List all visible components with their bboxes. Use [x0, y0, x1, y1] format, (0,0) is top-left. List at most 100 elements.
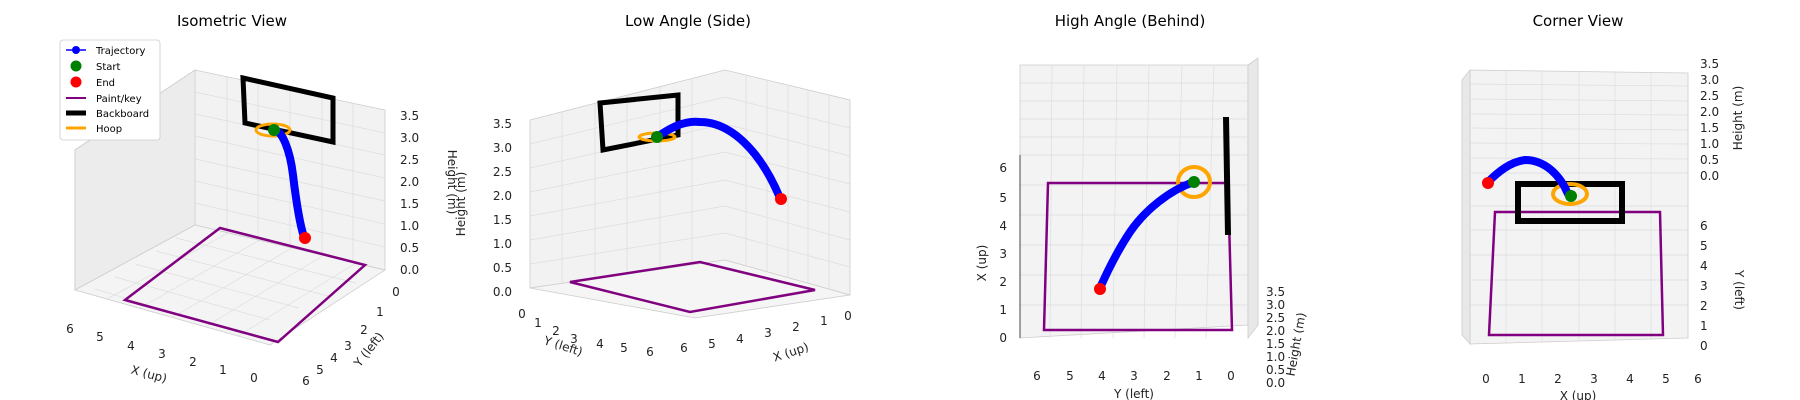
tick-label: 4 — [1098, 369, 1106, 383]
tick-label: 4 — [1700, 259, 1708, 273]
tick-label: 2.0 — [1700, 105, 1719, 119]
start-point — [651, 131, 663, 143]
tick-label: 0.0 — [400, 263, 419, 277]
tick-label: 4 — [330, 351, 338, 365]
tick-label: 2 — [360, 323, 368, 337]
tick-label: 1.0 — [493, 237, 512, 251]
tick-label: 1 — [820, 314, 828, 328]
grid-line — [1205, 64, 1215, 339]
tick-label: 0 — [1227, 369, 1235, 383]
legend-label: End — [96, 78, 115, 89]
tick-label: 6 — [680, 341, 688, 355]
legend: Trajectory Start End Paint/key Backboard… — [59, 39, 161, 141]
tick-label: 3.0 — [493, 141, 512, 155]
x-ticks: 0 1 2 3 4 5 6 — [1482, 372, 1702, 386]
tick-label: 0 — [518, 307, 526, 321]
tick-label: 3.5 — [493, 117, 512, 131]
tick-label: 3 — [570, 332, 578, 346]
z-ticks: 3.5 3.0 2.5 2.0 1.5 1.0 0.5 0.0 — [493, 117, 512, 299]
grid-line — [529, 179, 726, 217]
panel-low-angle: Low Angle (Side) — [454, 12, 852, 365]
backboard — [240, 74, 336, 146]
x-ticks: 0 1 2 3 4 5 6 — [999, 161, 1007, 345]
start-point — [268, 124, 280, 136]
tick-label: 3 — [1590, 372, 1598, 386]
side-pane — [1461, 68, 1471, 346]
tick-label: 3.0 — [1700, 73, 1719, 87]
tick-label: 5 — [1662, 372, 1670, 386]
z-ticks: 3.5 3.0 2.5 2.0 1.5 1.0 0.5 0.0 — [400, 109, 419, 277]
grid-line — [529, 96, 726, 145]
tick-label: 3 — [344, 339, 352, 353]
grid-line — [237, 262, 357, 337]
grid-line — [106, 232, 229, 300]
grid-line — [175, 237, 357, 284]
z-ticks: 3.5 3.0 2.5 2.0 1.5 1.0 0.5 0.0 — [1700, 57, 1719, 183]
tick-label: 1.5 — [1700, 121, 1719, 135]
tick-label: 1.0 — [1700, 137, 1719, 151]
z-axis-label: Height (m) — [1284, 311, 1309, 377]
tick-label: 6 — [1700, 219, 1708, 233]
legend-start-marker — [70, 60, 82, 72]
tick-label: 0 — [392, 285, 400, 299]
grid-line — [1112, 64, 1118, 339]
tick-label: 0.0 — [1266, 376, 1285, 390]
tick-label: 1 — [1518, 372, 1526, 386]
grid — [1469, 71, 1689, 343]
tick-label: 2 — [999, 275, 1007, 289]
tick-label: 2.5 — [1700, 89, 1719, 103]
tick-label: 5 — [1066, 369, 1074, 383]
tick-label: 2.0 — [493, 189, 512, 203]
end-point — [1094, 283, 1106, 295]
grid-line — [1049, 64, 1053, 339]
backboard — [1223, 116, 1231, 236]
tick-label: 2.5 — [493, 165, 512, 179]
tick-label: 2 — [792, 320, 800, 334]
tick-label: 1 — [376, 305, 384, 319]
paint-key — [1487, 210, 1665, 337]
z-axis-label: Height (m) — [454, 172, 468, 237]
backboard — [597, 92, 681, 154]
tick-label: 0 — [1482, 372, 1490, 386]
paint-key — [122, 226, 368, 344]
x-axis-label: X (up) — [1560, 389, 1597, 400]
tick-label: 5 — [96, 330, 104, 344]
grid-line — [1143, 64, 1150, 339]
tick-label: 1.5 — [493, 213, 512, 227]
end-point — [775, 193, 787, 205]
tick-label: 6 — [1694, 372, 1702, 386]
tick-label: 3 — [764, 326, 772, 340]
start-point — [1188, 176, 1200, 188]
tick-label: 0.5 — [493, 261, 512, 275]
grid — [1020, 64, 1248, 339]
tick-label: 3.5 — [1266, 285, 1285, 299]
tick-label: 0.5 — [1266, 363, 1285, 377]
z-ticks: 3.5 3.0 2.5 2.0 1.5 1.0 0.5 0.0 — [1266, 285, 1285, 390]
paint-key — [1042, 181, 1234, 332]
tick-label: 0 — [1700, 339, 1708, 353]
tick-label: 4 — [1626, 372, 1634, 386]
y-axis-label: Y (left) — [1732, 269, 1746, 310]
tick-label: 5 — [316, 363, 324, 377]
x-axis-label: X (up) — [130, 363, 169, 386]
tick-label: 3 — [1700, 279, 1708, 293]
tick-label: 5 — [1700, 239, 1708, 253]
grid-line — [172, 247, 293, 318]
tick-label: 1.5 — [1266, 337, 1285, 351]
side-pane — [1247, 57, 1259, 340]
tick-label: 2 — [1554, 372, 1562, 386]
paint-key — [569, 260, 816, 314]
tick-label: 3 — [999, 247, 1007, 261]
tick-label: 3 — [1130, 369, 1138, 383]
end-point — [1482, 177, 1494, 189]
tick-label: 5 — [708, 337, 716, 351]
x-ticks: 6 5 4 3 2 1 0 — [680, 309, 852, 355]
trajectory-line — [1096, 178, 1198, 292]
x-ticks: 6 5 4 3 2 1 0 — [66, 322, 258, 385]
tick-label: 3.5 — [1700, 57, 1719, 71]
tick-label: 1 — [534, 316, 542, 330]
tick-label: 1.0 — [400, 219, 419, 233]
start-point — [1565, 190, 1577, 202]
grid-line — [204, 254, 325, 328]
panel-title: High Angle (Behind) — [1055, 12, 1206, 30]
